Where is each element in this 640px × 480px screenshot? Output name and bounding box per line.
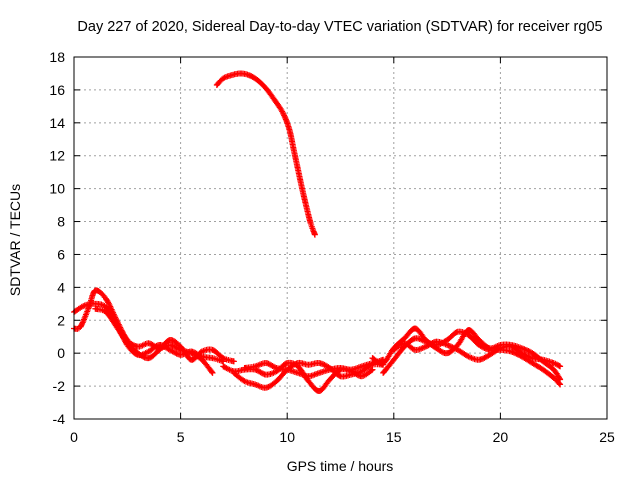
data-point-marker xyxy=(464,352,471,359)
y-tick-label: 14 xyxy=(49,115,65,131)
data-series xyxy=(390,338,564,370)
data-point-marker xyxy=(522,352,529,359)
y-tick-label: -2 xyxy=(53,378,66,394)
y-tick-label: 2 xyxy=(57,312,65,328)
data-point-marker xyxy=(270,363,277,370)
y-tick-label: 0 xyxy=(57,345,65,361)
data-point-marker xyxy=(480,344,487,351)
data-series xyxy=(220,359,376,395)
data-point-marker xyxy=(165,346,172,353)
data-point-marker xyxy=(428,340,435,347)
data-point-marker xyxy=(320,361,327,368)
data-point-marker xyxy=(524,352,531,359)
x-tick-label: 15 xyxy=(386,429,402,445)
data-point-marker xyxy=(311,231,318,238)
y-tick-label: 8 xyxy=(57,214,65,230)
data-point-marker xyxy=(409,345,416,352)
data-point-marker xyxy=(290,361,297,368)
data-point-marker xyxy=(556,380,563,387)
data-point-marker xyxy=(140,353,147,360)
x-tick-label: 10 xyxy=(279,429,295,445)
grid-lines xyxy=(74,57,607,419)
data-series xyxy=(213,70,318,238)
data-point-marker xyxy=(79,320,86,327)
data-point-marker xyxy=(438,348,445,355)
data-series xyxy=(92,305,237,365)
data-point-marker xyxy=(524,347,531,354)
y-tick-label: 4 xyxy=(57,279,65,295)
x-axis-label: GPS time / hours xyxy=(287,458,394,474)
chart-title: Day 227 of 2020, Sidereal Day-to-day VTE… xyxy=(77,19,602,35)
data-point-marker xyxy=(452,345,459,352)
data-series xyxy=(71,287,216,376)
data-point-marker xyxy=(525,348,532,355)
data-point-marker xyxy=(450,344,457,351)
y-tick-label: -4 xyxy=(53,411,66,427)
y-tick-label: 16 xyxy=(49,82,65,98)
data-point-marker xyxy=(153,342,160,349)
data-point-marker xyxy=(557,381,564,388)
data-series xyxy=(71,300,227,365)
data-point-marker xyxy=(429,339,436,346)
data-point-marker xyxy=(478,343,485,350)
y-tick-label: 18 xyxy=(49,49,65,65)
data-point-marker xyxy=(448,343,455,350)
x-tick-label: 5 xyxy=(177,429,185,445)
data-series xyxy=(241,356,387,380)
data-point-marker xyxy=(521,351,528,358)
data-point-marker xyxy=(230,358,237,365)
y-tick-label: 10 xyxy=(49,181,65,197)
data-point-marker xyxy=(557,363,564,370)
data-point-marker xyxy=(221,74,228,81)
data-point-marker xyxy=(209,369,216,376)
y-axis-label: SDTVAR / TECUs xyxy=(7,184,23,296)
y-tick-label: 6 xyxy=(57,246,65,262)
plot-frame xyxy=(73,56,608,420)
data-point-marker xyxy=(449,344,456,351)
data-point-marker xyxy=(169,342,176,349)
data-point-marker xyxy=(520,350,527,357)
y-tick-label: 12 xyxy=(49,148,65,164)
x-tick-label: 25 xyxy=(599,429,615,445)
x-tick-label: 20 xyxy=(493,429,509,445)
x-tick-label: 0 xyxy=(70,429,78,445)
data-point-marker xyxy=(172,349,179,356)
data-point-marker xyxy=(258,370,265,377)
data-points xyxy=(71,70,564,395)
axis-ticks: 0 5 10 15 20 25 -4 -2 0 2 4 6 8 10 12 14 16 18 xyxy=(49,49,615,445)
data-point-marker xyxy=(494,346,501,353)
